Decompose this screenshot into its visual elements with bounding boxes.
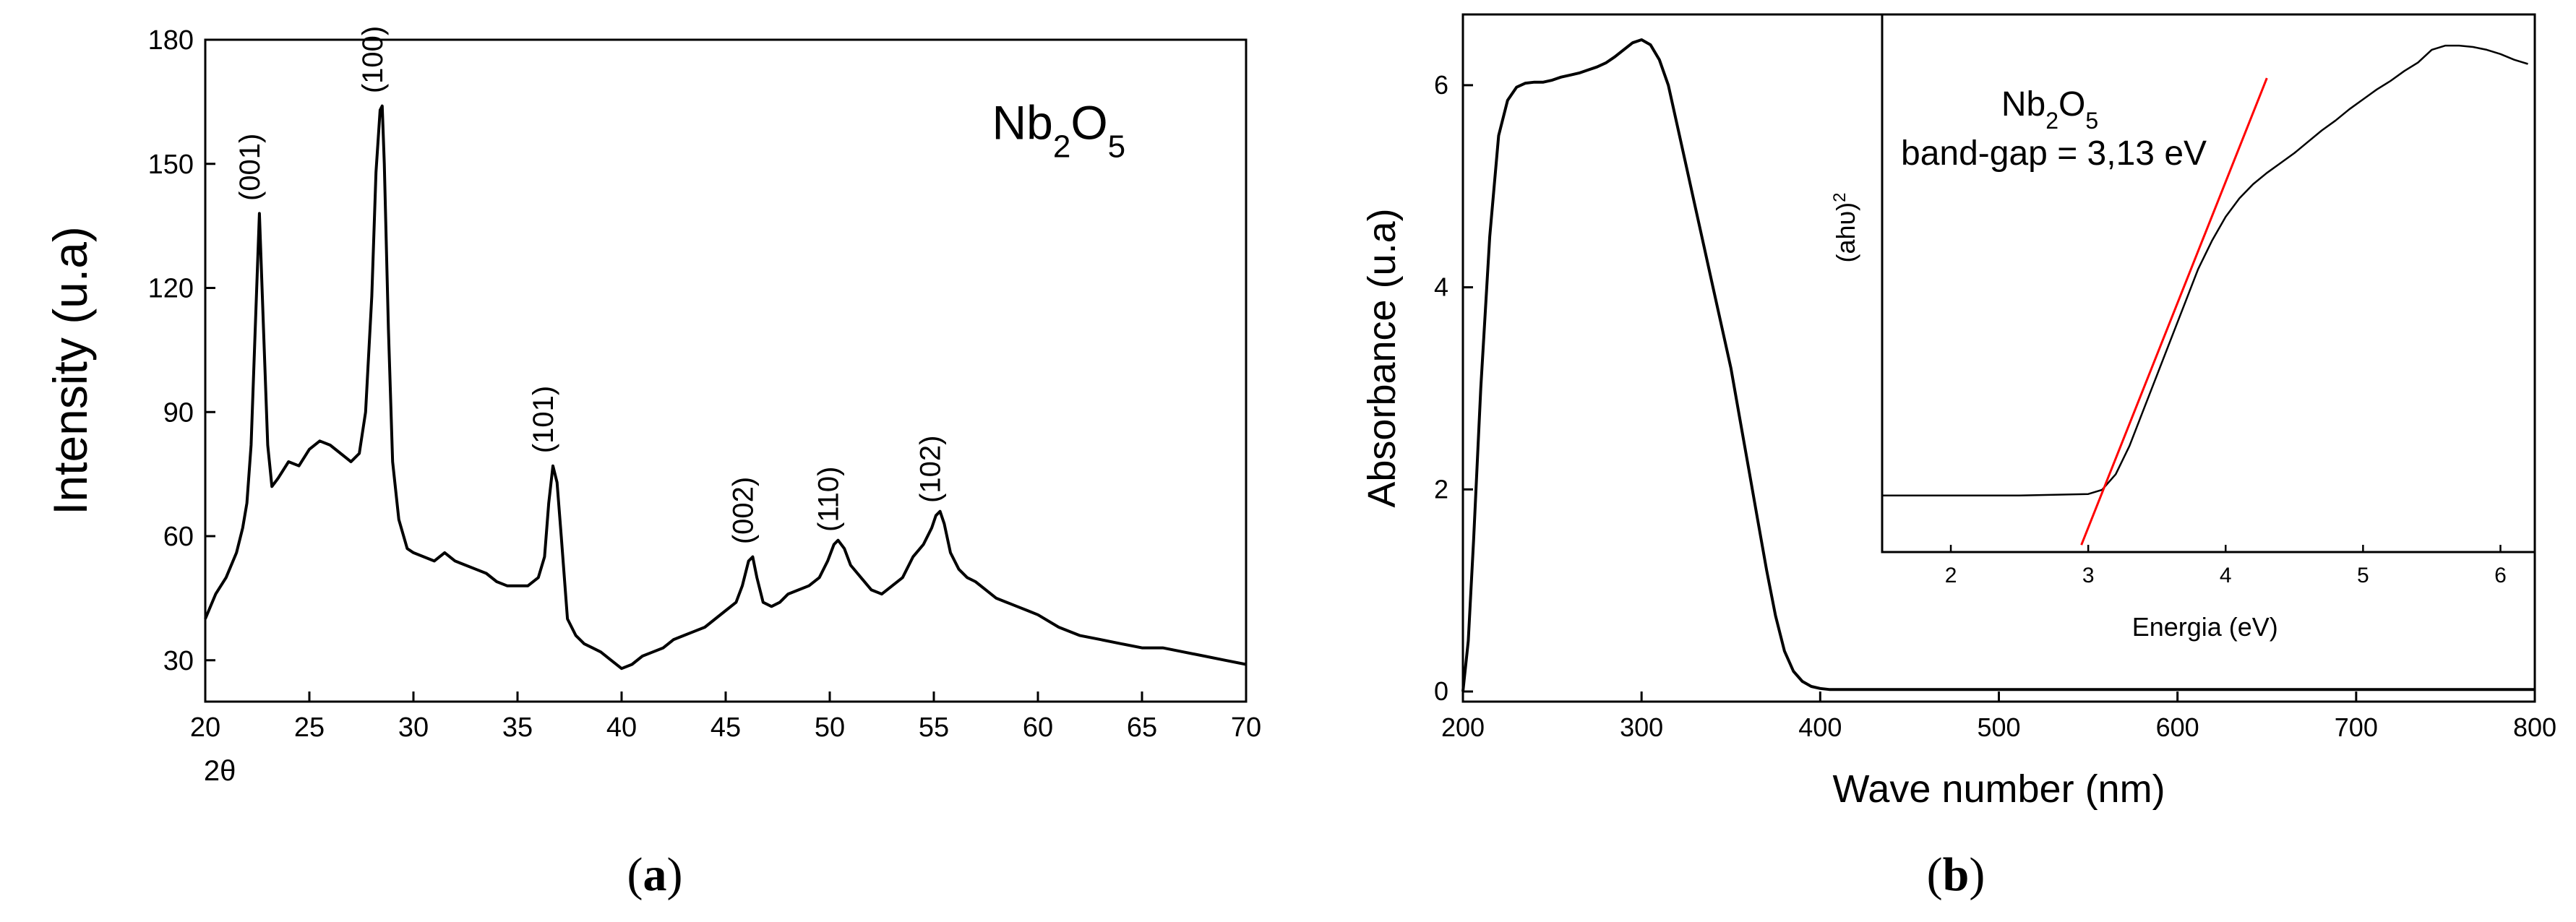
panel-a-axis-ticks: 20 25 30 35 40 45 50 55 60 65 70 30 60 90 120 150 180 [148,25,1262,743]
inset-compound-label: Nb2O5 [2001,85,2098,134]
panel-a-y-tick-label: 30 [163,646,194,676]
panel-a-x-tick-label: 60 [1023,712,1053,743]
inset-linear-fit-line [2080,77,2268,546]
panel-a-y-tick-label: 90 [163,397,194,428]
panel-b-x-axis-label: Wave number (nm) [1832,767,2165,811]
panel-b-y-tick-label: 2 [1434,474,1448,504]
panel-b-y-tick-label: 4 [1434,272,1448,302]
panel-a-y-axis-label: Intensity (u.a) [43,226,97,515]
panel-a-x-tick-label: 25 [294,712,325,743]
panel-a-peak-label: (001) [234,134,266,201]
panel-a-x-tick-label: 55 [919,712,949,743]
panel-a-annotations: Nb2O5 (001) (100) (101) (002) (110) (102) [234,26,1125,544]
panel-a-x-tick-label: 70 [1231,712,1261,743]
panel-a-x-tick-label: 45 [710,712,741,743]
inset-band-gap-label: band-gap = 3,13 eV [1901,134,2207,173]
panel-a-y-tick-label: 60 [163,522,194,552]
panel-b-axis-ticks: 200 300 400 500 600 700 800 0 2 4 6 [1434,70,2556,742]
panel-a-x-tick-label: 50 [815,712,845,743]
panel-b-y-tick-label: 0 [1434,676,1448,706]
panel-a-y-tick-label: 180 [148,25,194,56]
panel-a-x-axis-label: 2θ [204,755,236,787]
panel-a-x-tick-label: 20 [190,712,220,743]
panel-a-compound-label: Nb2O5 [992,95,1125,164]
inset-tauc-line [1882,44,2528,496]
panel-b-inset: 2 3 4 5 6 Nb2O5 band-gap = 3,13 eV (ahυ)2 En… [1830,13,2536,642]
panel-a-x-tick-label: 35 [502,712,533,743]
panel-b-absorbance-line [1461,38,2535,692]
panel-a-xrd-line [204,104,1247,671]
panel-b-x-tick-label: 200 [1441,712,1485,742]
panel-a: 20 25 30 35 40 45 50 55 60 65 70 30 60 90 120 150 180 Nb… [43,25,1261,901]
panel-b-y-tick-label: 6 [1434,70,1448,100]
panel-b: 200 300 400 500 600 700 800 0 2 4 6 Absorbance (u.… [1360,13,2556,901]
panel-b-caption-letter: b [1943,848,1970,901]
panel-b-caption: (b) [1927,848,1985,901]
inset-y-axis-label: (ahυ)2 [1830,192,1861,262]
inset-x-tick-label: 2 [1945,564,1957,587]
panel-a-caption: (a) [627,848,683,901]
panel-b-x-tick-label: 400 [1798,712,1842,742]
panel-a-caption-letter: a [643,848,667,901]
inset-x-tick-label: 4 [2220,564,2232,587]
inset-x-tick-label: 3 [2082,564,2095,587]
panel-b-x-tick-label: 500 [1977,712,2020,742]
inset-x-axis-label: Energia (eV) [2132,612,2278,642]
panel-b-x-tick-label: 800 [2513,712,2556,742]
panel-a-x-tick-label: 30 [398,712,429,743]
inset-x-tick-label: 6 [2494,564,2507,587]
panel-a-x-tick-label: 40 [606,712,637,743]
panel-a-y-tick-label: 150 [148,150,194,180]
panel-a-peak-label: (102) [915,436,947,503]
inset-axis-ticks: 2 3 4 5 6 [1945,545,2507,587]
panel-a-peak-label: (002) [727,477,759,544]
panel-b-x-tick-label: 600 [2156,712,2199,742]
panel-a-x-tick-label: 65 [1127,712,1157,743]
panel-a-peak-label: (101) [528,386,559,453]
panel-b-y-axis-label: Absorbance (u.a) [1360,208,1404,507]
panel-b-x-tick-label: 300 [1620,712,1663,742]
inset-x-tick-label: 5 [2357,564,2369,587]
inset-plot-frame [1881,13,2536,553]
panel-a-peak-label: (110) [813,467,845,532]
panel-b-x-tick-label: 700 [2335,712,2378,742]
panel-a-y-tick-label: 120 [148,274,194,304]
panel-a-peak-label: (100) [357,26,389,93]
